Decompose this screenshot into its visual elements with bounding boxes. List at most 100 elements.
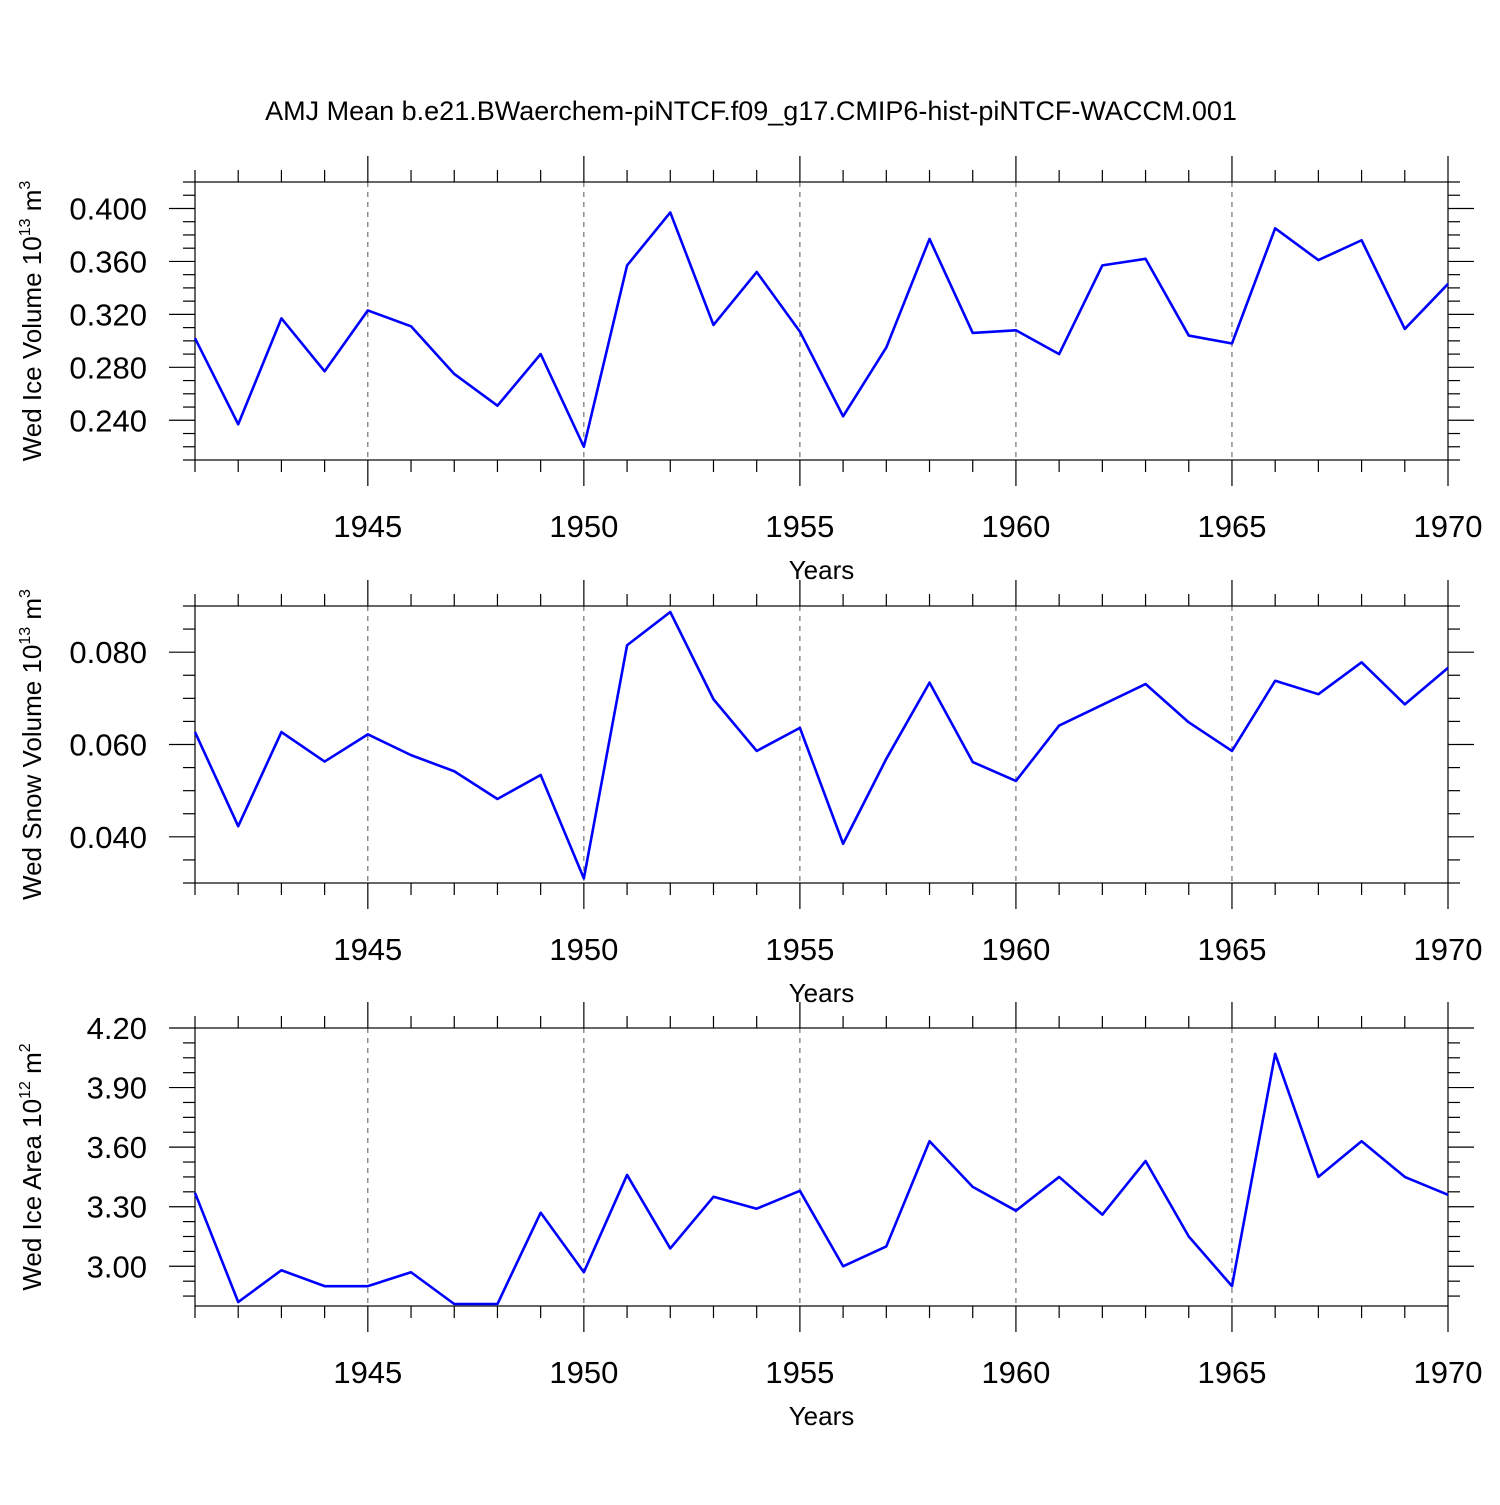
x-tick-label: 1955 xyxy=(765,932,834,967)
data-point-ice-area-1970 xyxy=(1446,1193,1450,1197)
x-axis-title: Years xyxy=(789,1401,855,1431)
x-tick-label: 1955 xyxy=(765,1355,834,1390)
data-point-ice-volume-1946 xyxy=(409,324,413,328)
y-tick-label: 3.30 xyxy=(87,1190,147,1225)
data-point-snow-volume-1949 xyxy=(539,773,543,777)
data-point-snow-volume-1947 xyxy=(452,769,456,773)
data-point-ice-area-1949 xyxy=(539,1211,543,1215)
y-axis-title-exponent: 12 xyxy=(17,1081,34,1099)
data-point-ice-volume-1965 xyxy=(1230,342,1234,346)
data-point-ice-volume-1951 xyxy=(625,263,629,267)
data-point-ice-area-1958 xyxy=(928,1139,932,1143)
x-tick-label: 1965 xyxy=(1197,509,1266,544)
data-point-ice-volume-1963 xyxy=(1144,257,1148,261)
data-point-ice-area-1968 xyxy=(1360,1139,1364,1143)
x-tick-label: 1945 xyxy=(333,932,402,967)
data-point-snow-volume-1944 xyxy=(323,760,327,764)
panel-snow-volume: 0.040 0.060 0.080 1945 1950 1955 1960 1965 1970 Y… xyxy=(17,580,1482,1008)
data-point-ice-area-1947 xyxy=(452,1302,456,1306)
data-point-ice-area-1955 xyxy=(798,1189,802,1193)
data-point-ice-volume-1958 xyxy=(928,237,932,241)
data-point-snow-volume-1970 xyxy=(1446,666,1450,670)
data-point-snow-volume-1960 xyxy=(1014,779,1018,783)
data-point-ice-area-1948 xyxy=(495,1302,499,1306)
y-tick-label: 0.080 xyxy=(69,635,147,670)
data-point-ice-area-1945 xyxy=(366,1284,370,1288)
data-point-ice-volume-1962 xyxy=(1100,263,1104,267)
data-point-ice-volume-1952 xyxy=(668,210,672,214)
data-point-ice-area-1942 xyxy=(236,1300,240,1304)
data-point-snow-volume-1950 xyxy=(582,876,586,880)
y-axis-title-name: Wed Ice Volume 10 xyxy=(17,236,47,461)
data-point-ice-area-1957 xyxy=(884,1244,888,1248)
data-point-ice-area-1965 xyxy=(1230,1284,1234,1288)
x-tick-label: 1950 xyxy=(549,1355,618,1390)
data-point-snow-volume-1952 xyxy=(668,610,672,614)
y-tick-label: 0.360 xyxy=(69,244,147,279)
data-point-snow-volume-1965 xyxy=(1230,749,1234,753)
series-line-snow-volume xyxy=(193,610,1449,880)
data-point-snow-volume-1969 xyxy=(1403,702,1407,706)
data-point-ice-area-1954 xyxy=(755,1207,759,1211)
data-point-ice-area-1946 xyxy=(409,1270,413,1274)
x-tick-label: 1970 xyxy=(1414,509,1483,544)
data-point-ice-area-1950 xyxy=(582,1270,586,1274)
data-point-ice-area-1963 xyxy=(1144,1159,1148,1163)
data-point-ice-volume-1950 xyxy=(582,445,586,449)
data-point-ice-area-1961 xyxy=(1057,1175,1061,1179)
data-point-ice-area-1960 xyxy=(1014,1209,1018,1213)
data-point-ice-volume-1956 xyxy=(841,414,845,418)
data-point-ice-area-1943 xyxy=(279,1268,283,1272)
panel-ice-area: 3.00 3.30 3.60 3.90 4.20 1945 1950 1955 1960 1965… xyxy=(17,1002,1482,1431)
data-point-snow-volume-1963 xyxy=(1144,682,1148,686)
data-point-ice-volume-1968 xyxy=(1360,238,1364,242)
data-point-snow-volume-1959 xyxy=(971,760,975,764)
data-point-ice-area-1967 xyxy=(1316,1175,1320,1179)
data-point-ice-area-1956 xyxy=(841,1264,845,1268)
data-point-snow-volume-1964 xyxy=(1187,720,1191,724)
x-tick-label: 1945 xyxy=(333,509,402,544)
y-axis-title-unit: m xyxy=(17,1052,47,1081)
data-point-ice-volume-1948 xyxy=(495,404,499,408)
y-axis-title: Wed Ice Area 1012 m2 xyxy=(17,1043,47,1290)
data-point-ice-volume-1945 xyxy=(366,308,370,312)
y-tick-label: 0.280 xyxy=(69,350,147,385)
data-point-ice-volume-1954 xyxy=(755,270,759,274)
data-point-snow-volume-1961 xyxy=(1057,724,1061,728)
data-point-snow-volume-1946 xyxy=(409,753,413,757)
data-point-snow-volume-1968 xyxy=(1360,660,1364,664)
y-axis-title-name: Wed Snow Volume 10 xyxy=(17,645,47,900)
data-point-ice-volume-1969 xyxy=(1403,327,1407,331)
y-tick-label: 0.060 xyxy=(69,728,147,763)
x-tick-label: 1950 xyxy=(549,932,618,967)
data-point-ice-volume-1967 xyxy=(1316,258,1320,262)
series-line-ice-volume xyxy=(193,211,1449,449)
x-tick-label: 1970 xyxy=(1414,1355,1483,1390)
y-axis-title: Wed Ice Volume 1013 m3 xyxy=(17,181,47,462)
y-tick-label: 0.040 xyxy=(69,820,147,855)
data-point-snow-volume-1966 xyxy=(1273,679,1277,683)
y-axis-title-unit-exponent: 3 xyxy=(17,589,34,598)
y-tick-label: 0.400 xyxy=(69,191,147,226)
data-point-ice-volume-1960 xyxy=(1014,328,1018,332)
data-point-snow-volume-1962 xyxy=(1100,703,1104,707)
data-point-snow-volume-1948 xyxy=(495,797,499,801)
x-tick-label: 1955 xyxy=(765,509,834,544)
data-point-ice-volume-1970 xyxy=(1446,282,1450,286)
x-tick-label: 1945 xyxy=(333,1355,402,1390)
plot-frame xyxy=(194,1027,1449,1307)
data-point-snow-volume-1941 xyxy=(193,730,197,734)
x-tick-label: 1960 xyxy=(981,1355,1050,1390)
data-point-ice-volume-1947 xyxy=(452,372,456,376)
x-axis-title: Years xyxy=(789,978,855,1008)
data-point-ice-area-1962 xyxy=(1100,1213,1104,1217)
data-point-ice-area-1941 xyxy=(193,1191,197,1195)
data-point-snow-volume-1951 xyxy=(625,643,629,647)
data-point-snow-volume-1958 xyxy=(928,681,932,685)
chart-title: AMJ Mean b.e21.BWaerchem-piNTCF.f09_g17.… xyxy=(265,96,1237,126)
data-point-snow-volume-1945 xyxy=(366,732,370,736)
x-tick-label: 1970 xyxy=(1414,932,1483,967)
y-tick-label: 0.240 xyxy=(69,403,147,438)
